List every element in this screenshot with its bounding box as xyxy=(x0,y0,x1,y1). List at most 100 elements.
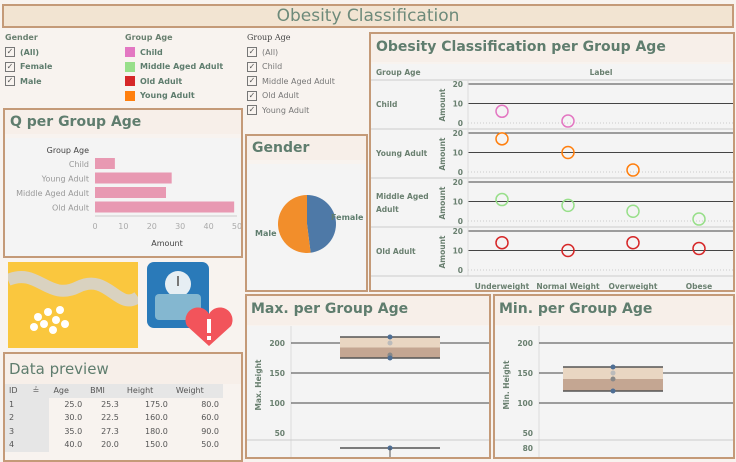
filter-option[interactable]: ✓ (All) xyxy=(5,45,52,60)
table-cell: 25.0 xyxy=(64,399,83,409)
column-header[interactable]: ID xyxy=(5,384,29,398)
column-header[interactable]: Weight xyxy=(171,384,223,398)
filter-option-label: Male xyxy=(20,76,42,86)
x-tick-label: 20 xyxy=(147,222,157,231)
data-point xyxy=(692,241,706,256)
y-tick-label: 150 xyxy=(517,369,533,378)
checkbox-checked-icon[interactable]: ✓ xyxy=(247,105,257,116)
bar xyxy=(95,158,115,169)
min-box-plot: Min. Height 50 100 150 200 80 xyxy=(495,326,733,457)
checkbox-checked-icon[interactable]: ✓ xyxy=(247,61,257,72)
x-tick-label: 10 xyxy=(118,222,128,231)
checkbox-checked-icon[interactable]: ✓ xyxy=(5,47,15,58)
data-point xyxy=(387,334,393,340)
column-header[interactable]: Height xyxy=(122,384,172,398)
y-tick-label: 0 xyxy=(458,266,463,275)
y-tick-label: 50 xyxy=(275,429,285,438)
checkbox-checked-icon[interactable]: ✓ xyxy=(247,47,257,58)
x-tick-label: 30 xyxy=(175,222,185,231)
legend-swatch xyxy=(125,47,135,58)
y-tick-label: 80 xyxy=(523,444,533,453)
filter-option[interactable]: ✓ Young Adult xyxy=(247,103,335,118)
max-box-plot: Max. Height 50 100 150 200 xyxy=(247,326,489,457)
column-header[interactable]: Age xyxy=(49,384,87,398)
y-tick-label: 100 xyxy=(269,399,285,408)
legend-item[interactable]: Child xyxy=(125,45,223,60)
legend-label: Middle Aged Adult xyxy=(140,62,224,72)
data-point xyxy=(495,235,509,250)
bar-category-label: Young Adult xyxy=(41,175,89,184)
data-point xyxy=(561,198,575,213)
filter-option-label: (All) xyxy=(262,47,279,57)
table-row[interactable]: 4 40.0 20.0 150.0 50.0 xyxy=(5,438,223,452)
y-tick-label: 10 xyxy=(453,149,463,158)
table-cell: 22.5 xyxy=(101,413,119,423)
data-point xyxy=(610,376,616,382)
filter-option[interactable]: ✓ Old Adult xyxy=(247,89,335,104)
column-header: Label xyxy=(590,68,613,77)
legend-item[interactable]: Young Adult xyxy=(125,89,223,104)
dashboard-title-bar: Obesity Classification xyxy=(2,4,734,28)
checkbox-checked-icon[interactable]: ✓ xyxy=(247,76,257,87)
filter-option[interactable]: ✓ (All) xyxy=(247,45,335,60)
table-cell: 160.0 xyxy=(144,413,168,423)
data-point xyxy=(387,340,393,346)
filter-option[interactable]: ✓ Middle Aged Adult xyxy=(247,74,335,89)
table-cell: 3 xyxy=(5,424,29,438)
checkbox-checked-icon[interactable]: ✓ xyxy=(247,90,257,101)
data-point xyxy=(610,364,616,370)
measuring-tape-photo xyxy=(8,262,138,348)
bar-category-label: Middle Aged Adult xyxy=(16,189,89,198)
filter-option-label: Child xyxy=(262,62,283,72)
filter-option[interactable]: ✓ Child xyxy=(247,60,335,75)
data-point xyxy=(626,204,640,218)
table-row[interactable]: 3 35.0 27.3 180.0 90.0 xyxy=(5,424,223,438)
y-tick-label: 50 xyxy=(523,429,533,438)
legend-item[interactable]: Middle Aged Adult xyxy=(125,60,223,75)
table-row[interactable]: 1 25.0 25.3 175.0 80.0 xyxy=(5,397,223,411)
y-tick-label: 10 xyxy=(453,198,463,207)
bar xyxy=(95,187,166,198)
table-cell xyxy=(28,438,50,452)
legend-swatch xyxy=(125,90,135,101)
data-point xyxy=(610,388,616,394)
gender-filter: Gender ✓ (All) ✓ Female ✓ Male xyxy=(5,33,52,89)
y-tick-label: 100 xyxy=(517,399,533,408)
bar-category-label: Child xyxy=(69,160,89,169)
box-lower xyxy=(563,379,663,391)
checkbox-checked-icon[interactable]: ✓ xyxy=(5,76,15,87)
row-label: Middle Aged Adult xyxy=(376,191,429,214)
filter-option[interactable]: ✓ Female xyxy=(5,60,52,75)
column-header[interactable]: BMI xyxy=(86,384,123,398)
data-point xyxy=(495,104,509,119)
gender-panel: Gender Female Male xyxy=(245,134,368,292)
legend-label: Young Adult xyxy=(140,91,195,101)
table-cell: 150.0 xyxy=(144,440,168,450)
min-panel-title: Min. per Group Age xyxy=(495,296,733,325)
sort-icon[interactable]: ≟ xyxy=(28,384,50,398)
obesity-panel-title: Obesity Classification per Group Age xyxy=(371,34,733,62)
bar xyxy=(95,172,172,184)
table-cell: 4 xyxy=(5,438,29,452)
table-cell: 25.3 xyxy=(101,399,119,409)
data-point xyxy=(561,145,575,160)
column-label: Normal Weight xyxy=(536,282,600,290)
legend-item[interactable]: Old Adult xyxy=(125,74,223,89)
obesity-scatter-chart: Group Age Label Amount 0 10 20 Amount 0 10 20 Amou… xyxy=(371,64,733,290)
data-point xyxy=(561,114,575,128)
q-per-group-age-panel: Q per Group Age Group Age Child Young Adul… xyxy=(3,108,243,258)
pie-chart: Female Male xyxy=(247,164,366,290)
checkbox-checked-icon[interactable]: ✓ xyxy=(5,61,15,72)
table-cell: 60.0 xyxy=(201,413,219,423)
row-label: Young Adult xyxy=(376,149,428,158)
filter-option[interactable]: ✓ Male xyxy=(5,74,52,89)
data-point xyxy=(610,370,616,376)
y-tick-label: 200 xyxy=(517,339,533,348)
table-row[interactable]: 2 30.0 22.5 160.0 60.0 xyxy=(5,411,223,425)
bar-axis-title: Group Age xyxy=(47,146,89,155)
min-per-group-age-panel: Min. per Group Age Min. Height 50 100 150 20… xyxy=(493,294,735,459)
pie-label-female: Female xyxy=(331,213,364,222)
table-cell: 20.0 xyxy=(101,440,119,450)
data-point xyxy=(387,355,393,361)
y-axis-title: Max. Height xyxy=(254,359,263,410)
